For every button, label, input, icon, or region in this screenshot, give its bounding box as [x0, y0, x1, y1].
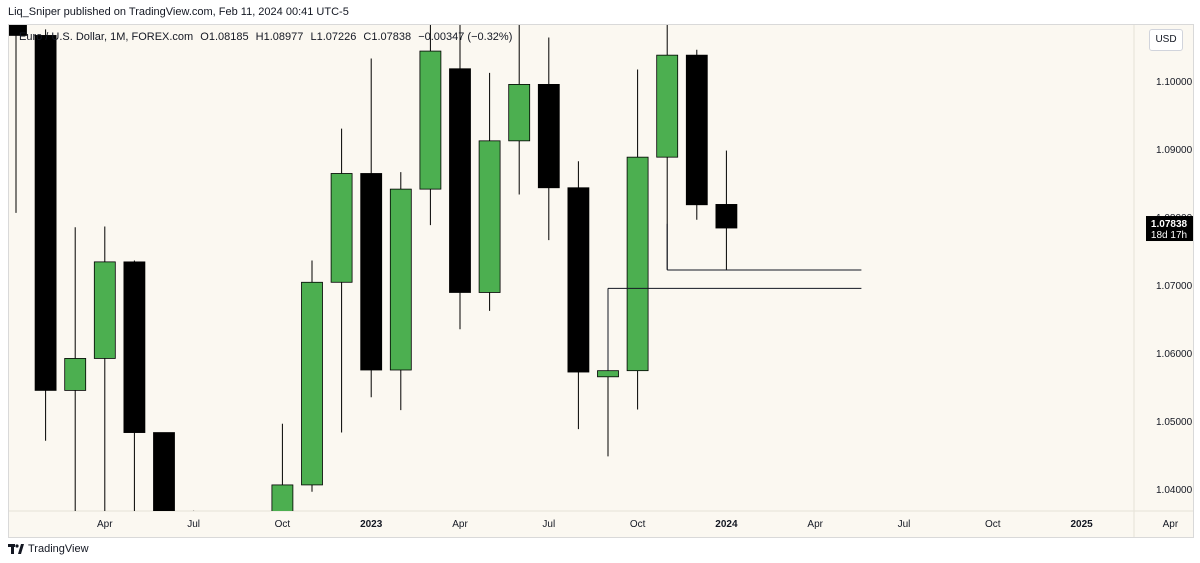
candle-body	[34, 35, 57, 391]
candle-body	[715, 204, 738, 229]
high-value: H1.08977	[255, 31, 304, 43]
last-price-value: 1.07838	[1151, 219, 1188, 230]
candle-body	[271, 484, 294, 511]
y-tick-label: 1.05000	[1156, 417, 1193, 428]
candle-body	[537, 84, 560, 189]
symbol-legend: Euro / U.S. Dollar, 1M, FOREX.com O1.081…	[19, 31, 516, 43]
tradingview-logo-icon	[8, 544, 24, 554]
x-tick-label: 2025	[1070, 519, 1093, 530]
candle-body	[508, 84, 531, 142]
candle-body	[242, 533, 263, 535]
y-tick-label: 1.10000	[1156, 77, 1193, 88]
x-tick-label: Jul	[187, 519, 200, 530]
x-tick-label: Apr	[1163, 519, 1179, 530]
close-value: C1.07838	[363, 31, 412, 43]
x-tick-label: 2023	[360, 519, 383, 530]
x-tick-label: Apr	[97, 519, 113, 530]
y-tick-label: 1.09000	[1156, 145, 1193, 156]
open-value: O1.08185	[200, 31, 249, 43]
candle-body	[449, 68, 471, 293]
x-tick-label: 2024	[715, 519, 738, 530]
x-tick-label: Jul	[898, 519, 911, 530]
candlestick-chart[interactable]: 1.040001.050001.060001.070001.080001.090…	[9, 25, 1193, 537]
candle-body	[64, 358, 87, 391]
brand-name: TradingView	[28, 543, 89, 555]
bar-countdown: 18d 17h	[1151, 230, 1187, 241]
candle-body	[330, 173, 353, 283]
x-tick-label: Apr	[452, 519, 468, 530]
y-tick-label: 1.04000	[1156, 485, 1193, 496]
chart-frame[interactable]: 1.040001.050001.060001.070001.080001.090…	[8, 24, 1194, 538]
candle-body	[685, 54, 708, 206]
y-tick-label: 1.06000	[1156, 349, 1193, 360]
currency-button[interactable]: USD	[1149, 29, 1183, 51]
x-tick-label: Oct	[630, 519, 646, 530]
last-price-badge	[1146, 216, 1193, 242]
candle-body	[9, 25, 27, 36]
published-line: Liq_Sniper published on TradingView.com,…	[8, 6, 349, 18]
candle-body	[123, 261, 146, 433]
x-tick-label: Apr	[807, 519, 823, 530]
x-tick-label: Oct	[275, 519, 291, 530]
candle-body	[656, 54, 679, 158]
candle-body	[597, 370, 619, 378]
x-tick-label: Oct	[985, 519, 1001, 530]
candle-body	[389, 188, 412, 371]
candles-group	[9, 25, 738, 535]
symbol-name: Euro / U.S. Dollar, 1M, FOREX.com	[19, 31, 194, 43]
candle-body	[183, 533, 204, 535]
candle-body	[153, 432, 175, 511]
low-value: L1.07226	[310, 31, 357, 43]
candle-body	[478, 140, 501, 293]
y-tick-label: 1.07000	[1156, 281, 1193, 292]
candle-body	[213, 533, 234, 535]
candle-body	[567, 187, 590, 373]
candle-body	[93, 261, 116, 359]
candle-body	[626, 156, 649, 372]
candle-body	[360, 173, 383, 371]
x-tick-label: Jul	[542, 519, 555, 530]
candle-body	[301, 281, 323, 486]
tradingview-logo: TradingView	[8, 543, 89, 555]
change-value: −0.00347 (−0.32%)	[418, 31, 513, 43]
candle-body	[419, 50, 442, 190]
